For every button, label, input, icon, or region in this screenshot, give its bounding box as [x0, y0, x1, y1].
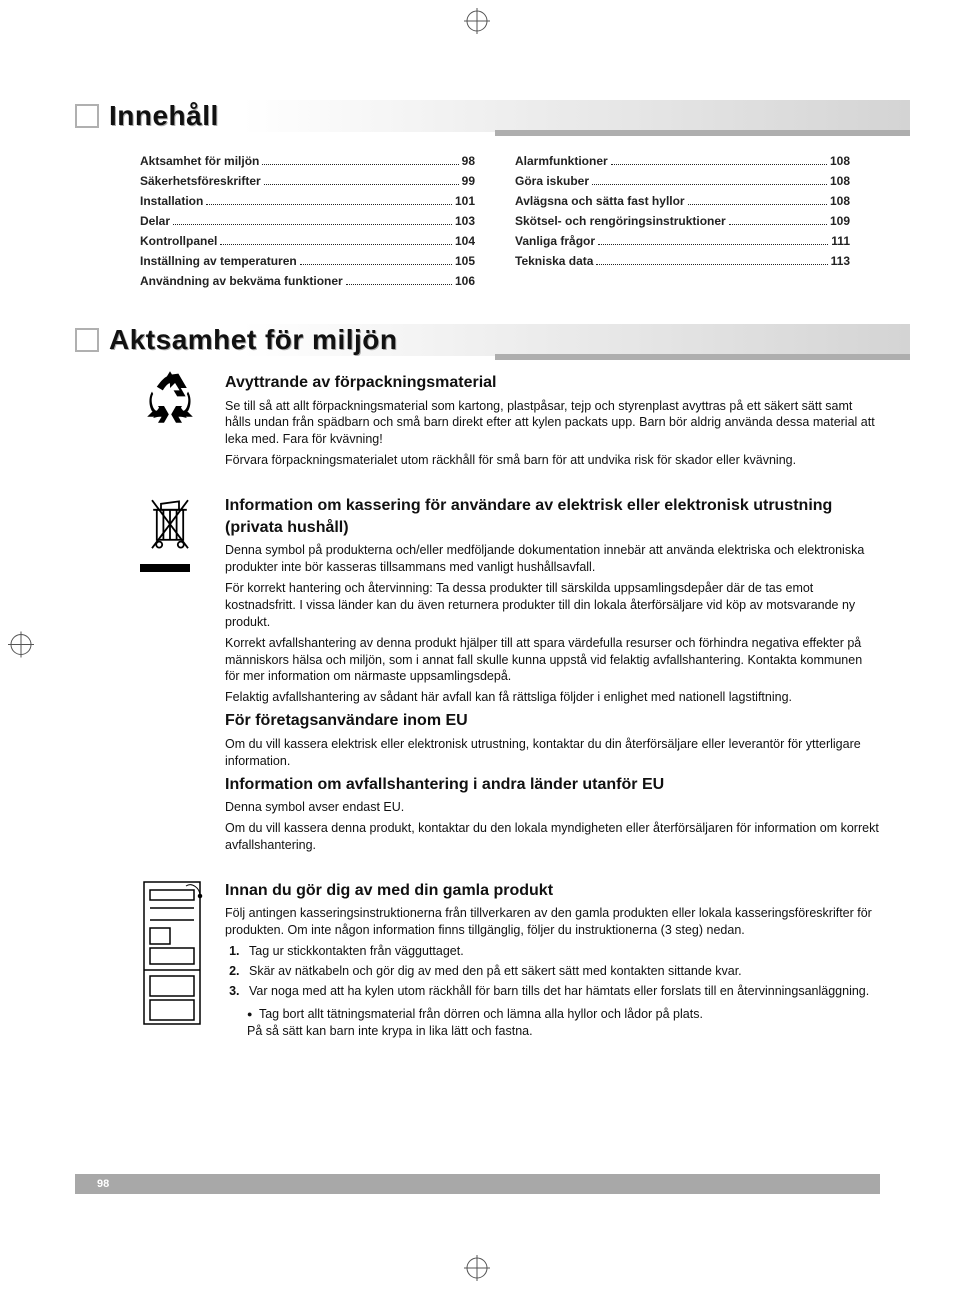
toc-page: 113: [831, 254, 850, 268]
toc-page: 109: [830, 214, 850, 228]
noneu-text: Denna symbol avser endast EU.: [225, 799, 880, 816]
page-footer: 98: [75, 1174, 880, 1194]
toc-label: Installation: [140, 194, 203, 208]
toc-entry: Göra iskuber 108: [515, 174, 850, 188]
weee-heading: Information om kassering för användare a…: [225, 495, 880, 538]
toc-page: 108: [830, 174, 850, 188]
toc-entry: Vanliga frågor 111: [515, 234, 850, 248]
weee-block: Information om kassering för användare a…: [140, 491, 880, 858]
crop-mark-left: [8, 632, 34, 663]
bullet-icon: [75, 104, 99, 128]
toc-entry: Skötsel- och rengöringsinstruktioner 109: [515, 214, 850, 228]
page-number: 98: [75, 1174, 880, 1190]
toc-leader: [688, 204, 827, 205]
toc-page: 98: [462, 154, 475, 168]
bullet-icon: [75, 328, 99, 352]
weee-text: Denna symbol på produkterna och/eller me…: [225, 542, 880, 576]
toc-label: Göra iskuber: [515, 174, 589, 188]
before-text: Följ antingen kasseringsinstruktionerna …: [225, 905, 880, 939]
toc-leader: [611, 164, 827, 165]
toc-label: Säkerhetsföreskrifter: [140, 174, 261, 188]
toc-leader: [173, 224, 452, 225]
business-heading: För företagsanvändare inom EU: [225, 710, 880, 732]
fridge-icon: [140, 1017, 204, 1034]
toc-leader: [262, 164, 458, 165]
section-header-toc: Innehåll: [75, 100, 880, 132]
toc-leader: [596, 264, 827, 265]
weee-bin-icon: [140, 540, 200, 557]
env-title: Aktsamhet för miljön: [109, 324, 397, 356]
toc-page: 99: [462, 174, 475, 188]
toc-page: 108: [830, 154, 850, 168]
toc-entry: Delar 103: [140, 214, 475, 228]
table-of-contents: Aktsamhet för miljön 98 Säkerhetsföreskrif…: [75, 144, 880, 314]
toc-leader: [346, 284, 452, 285]
list-item: Var noga med att ha kylen utom räckhåll …: [243, 983, 880, 1000]
toc-entry: Alarmfunktioner 108: [515, 154, 850, 168]
toc-label: Vanliga frågor: [515, 234, 595, 248]
toc-title: Innehåll: [109, 100, 219, 132]
toc-label: Aktsamhet för miljön: [140, 154, 259, 168]
toc-leader: [206, 204, 452, 205]
packaging-block: Avyttrande av förpackningsmaterial Se ti…: [140, 368, 880, 473]
toc-entry: Aktsamhet för miljön 98: [140, 154, 475, 168]
toc-page: 104: [455, 234, 475, 248]
packaging-text: Se till så att allt förpackningsmaterial…: [225, 398, 880, 449]
toc-label: Användning av bekväma funktioner: [140, 274, 343, 288]
toc-entry: Tekniska data 113: [515, 254, 850, 268]
list-item: Tag bort allt tätningsmaterial från dörr…: [247, 1006, 880, 1040]
toc-entry: Kontrollpanel 104: [140, 234, 475, 248]
before-disposal-block: Innan du gör dig av med din gamla produk…: [140, 876, 880, 1040]
weee-text: Felaktig avfallshantering av sådant här …: [225, 689, 880, 706]
toc-label: Tekniska data: [515, 254, 593, 268]
before-bullets: Tag bort allt tätningsmaterial från dörr…: [247, 1006, 880, 1040]
packaging-text-2: Förvara förpackningsmaterialet utom räck…: [225, 452, 880, 469]
toc-page: 103: [455, 214, 475, 228]
toc-entry: Avlägsna och sätta fast hyllor 108: [515, 194, 850, 208]
toc-leader: [264, 184, 459, 185]
toc-page: 106: [455, 274, 475, 288]
toc-label: Inställning av temperaturen: [140, 254, 297, 268]
toc-label: Delar: [140, 214, 170, 228]
toc-entry: Säkerhetsföreskrifter 99: [140, 174, 475, 188]
toc-label: Avlägsna och sätta fast hyllor: [515, 194, 685, 208]
toc-label: Kontrollpanel: [140, 234, 217, 248]
crop-mark-bottom: [464, 1255, 490, 1286]
section-header-env: Aktsamhet för miljön: [75, 324, 880, 356]
toc-page: 111: [831, 234, 850, 248]
weee-text: Korrekt avfallshantering av denna produk…: [225, 635, 880, 686]
toc-leader: [592, 184, 827, 185]
toc-page: 105: [455, 254, 475, 268]
toc-leader: [729, 224, 827, 225]
noneu-text: Om du vill kassera denna produkt, kontak…: [225, 820, 880, 854]
weee-bar-icon: [140, 564, 190, 572]
packaging-heading: Avyttrande av förpackningsmaterial: [225, 372, 880, 394]
toc-leader: [220, 244, 452, 245]
weee-text: För korrekt hantering och återvinning: T…: [225, 580, 880, 631]
toc-label: Skötsel- och rengöringsinstruktioner: [515, 214, 726, 228]
before-heading: Innan du gör dig av med din gamla produk…: [225, 880, 880, 902]
noneu-heading: Information om avfallshantering i andra …: [225, 774, 880, 796]
list-item: Skär av nätkabeln och gör dig av med den…: [243, 963, 880, 980]
toc-leader: [598, 244, 828, 245]
toc-entry: Användning av bekväma funktioner 106: [140, 274, 475, 288]
toc-page: 108: [830, 194, 850, 208]
toc-entry: Installation 101: [140, 194, 475, 208]
toc-label: Alarmfunktioner: [515, 154, 608, 168]
crop-mark-top: [464, 8, 490, 39]
toc-leader: [300, 264, 452, 265]
toc-page: 101: [455, 194, 475, 208]
recycle-icon: [140, 417, 200, 434]
business-text: Om du vill kassera elektrisk eller elekt…: [225, 736, 880, 770]
toc-entry: Inställning av temperaturen 105: [140, 254, 475, 268]
list-item: Tag ur stickkontakten från vägguttaget.: [243, 943, 880, 960]
before-steps-list: Tag ur stickkontakten från vägguttaget. …: [243, 943, 880, 1000]
